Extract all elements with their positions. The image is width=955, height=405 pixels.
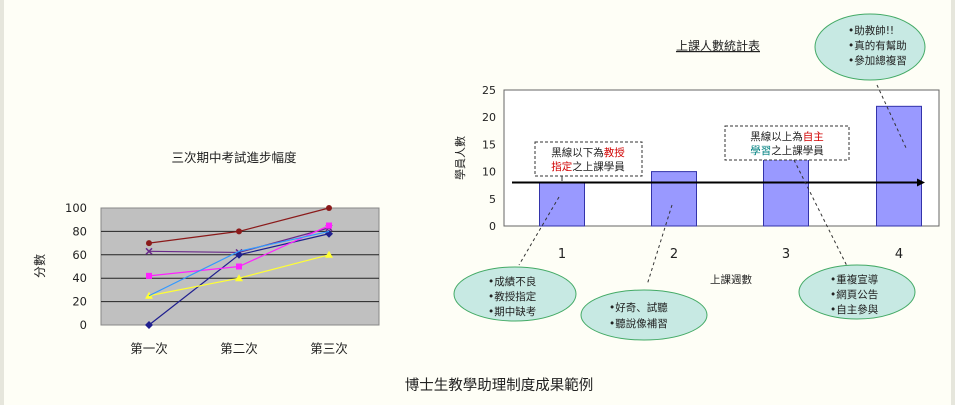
right-bar [651,171,697,227]
bubble-3-line1: •重複宣導 [830,273,879,286]
left-series-point [326,205,332,211]
connector-bubble-1 [518,196,560,266]
annotation-box-below-frame [534,141,643,177]
reference-line-arrowhead [917,178,925,187]
left-y-tick-label: 0 [80,318,87,332]
left-series-point [146,240,152,247]
left-x-tick-labels: 第一次 第二次 第三次 [130,341,348,356]
left-series-point [145,321,153,329]
annotation-box-above-frame [724,125,850,161]
annotation-box-below-line2: 指定之上課學員 [551,160,625,173]
right-y-tick-label: 5 [489,193,496,206]
right-y-axis-label: 學員人數 [454,136,467,180]
left-series-point [326,222,332,229]
annotation-box-below-line1: 黑線以下為教授 [551,146,625,159]
annotation-box-above: 黑線以上為自主 學習之上課學員 [724,125,850,161]
bubble-connectors [518,84,908,286]
bubble-1-line3: •期中缺考 [488,305,536,318]
right-chart-title: 上課人數統計表 [676,38,760,53]
right-y-tick-labels: 0 5 10 15 20 25 [482,84,496,233]
bubble-3: •重複宣導 •網頁公告 •自主參與 [798,264,916,320]
bubble-4-line3: •參加總複習 [848,54,907,67]
bubble-3-shape [798,264,916,320]
left-series-point [235,274,243,282]
right-y-tick-label: 0 [489,220,496,233]
right-x-tick-label: 4 [895,247,903,262]
right-x-tick-labels: 1 2 3 4 [558,247,903,262]
right-chart: 上課人數統計表 0 5 10 15 20 25 1 2 3 4 學員人數 上課週數 黑線以下為教… [453,13,940,341]
bubble-1: •成績不良 •教授指定 •期中缺考 [453,266,577,322]
right-y-tick-label: 10 [482,166,496,179]
right-bar [539,181,585,227]
left-y-tick-labels: 0 20 40 60 80 100 [65,201,87,332]
left-series-point [236,228,242,235]
annotation-box-below: 黑線以下為教授 指定之上課學員 [534,141,643,181]
right-x-tick-label: 3 [782,247,790,262]
right-bar [876,105,922,227]
left-y-tick-label: 100 [65,201,87,215]
bubble-4: •助教帥!! •真的有幫助 •參加總複習 [814,13,926,81]
annotation-box-above-line2: 學習之上課學員 [750,144,824,157]
bubble-4-shape [814,13,926,81]
left-series-line [148,230,330,297]
right-y-tick-label: 15 [482,138,496,151]
right-y-tick-label: 20 [482,111,496,124]
bubble-2-line1: •好奇、試聽 [609,301,668,314]
bubble-1-shape [453,266,577,322]
connector-bubble-2 [646,204,673,286]
left-x-tick-label: 第三次 [310,341,348,356]
left-x-tick-label: 第一次 [130,341,168,356]
bubble-3-line2: •網頁公告 [830,288,878,301]
left-series-point [145,247,153,255]
left-chart-title: 三次期中考試進步幅度 [171,150,297,165]
left-series-point [325,250,333,258]
right-x-tick-label: 2 [670,247,678,262]
left-series-group [145,205,333,329]
left-y-tick-label: 40 [72,271,87,285]
bubble-2-line2: •聽說像補習 [609,317,668,330]
annotation-box-above-line1: 黑線以上為自主 [750,130,824,143]
figure-caption: 博士生教學助理制度成果範例 [405,376,594,394]
bubble-4-line1: •助教帥!! [848,24,894,37]
bubble-2-shape [580,289,708,341]
right-x-tick-label: 1 [558,247,566,262]
left-series-point [236,263,242,270]
left-y-tick-label: 20 [72,295,87,309]
left-y-axis-label: 分數 [33,254,47,278]
bubble-2: •好奇、試聽 •聽說像補習 [580,289,708,341]
right-y-tick-label: 25 [482,84,496,97]
left-x-tick-label: 第二次 [220,341,258,356]
bubble-3-line3: •自主參與 [830,303,879,316]
bubble-1-line1: •成績不良 [488,275,536,288]
left-y-tick-label: 80 [72,224,87,238]
connector-bubble-3 [793,159,850,271]
left-chart: 三次期中考試進步幅度 0 20 40 60 80 100 第一次 第二次 第三次 分數 [33,150,380,356]
left-y-tick-label: 60 [72,248,87,262]
right-x-axis-label: 上課週數 [710,273,752,286]
left-series-point [146,272,152,279]
bubble-4-line2: •真的有幫助 [848,39,907,52]
reference-line-group [512,178,925,187]
bubble-1-line2: •教授指定 [488,290,537,303]
